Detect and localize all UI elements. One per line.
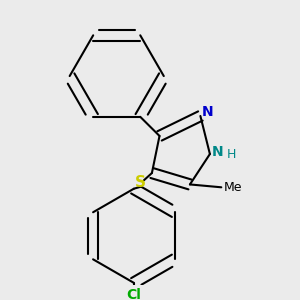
Text: Cl: Cl [126, 288, 141, 300]
Text: N: N [202, 105, 213, 119]
Text: Me: Me [224, 181, 243, 194]
Text: S: S [135, 175, 146, 190]
Text: N: N [212, 145, 224, 159]
Text: H: H [226, 148, 236, 161]
